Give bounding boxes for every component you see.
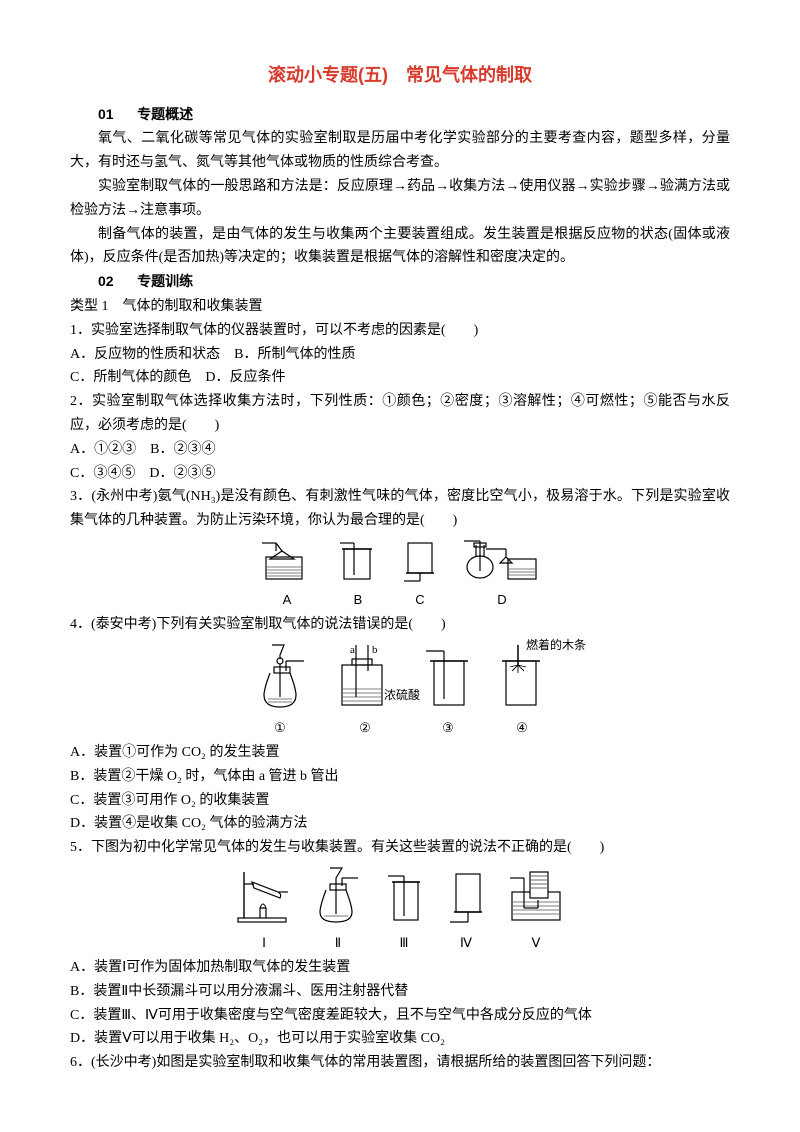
q5-fig-4: Ⅳ bbox=[444, 864, 488, 954]
q3-figure-row: A B C bbox=[70, 537, 730, 611]
q4-label-4: ④ bbox=[516, 717, 528, 739]
q4-opt-a: A．装置①可作为 CO₂ 的发生装置 bbox=[70, 741, 730, 765]
q4-annot-a: a bbox=[350, 644, 355, 656]
q5-opt-d: D．装置Ⅴ可以用于收集 H₂、O₂，也可以用于实验室收集 CO₂ bbox=[70, 1027, 730, 1051]
q5-label-1: Ⅰ bbox=[262, 932, 266, 954]
q3-fig-b: B bbox=[336, 537, 380, 611]
q4-annot-acid: 浓硫酸 bbox=[384, 685, 420, 705]
q2-options-cd: C．③④⑤ D．②③⑤ bbox=[70, 462, 730, 486]
q5-label-2: Ⅱ bbox=[335, 932, 341, 954]
q5-figure-row: Ⅰ Ⅱ Ⅲ bbox=[70, 864, 730, 954]
section-01-num: 01 bbox=[98, 103, 114, 127]
q5-opt-c: C．装置Ⅲ、Ⅳ可用于收集密度与空气密度差距较大，且不与空气中各成分反应的气体 bbox=[70, 1004, 730, 1028]
q1-options-ab: A．反应物的性质和状态 B．所制气体的性质 bbox=[70, 343, 730, 367]
q4-label-2: ② bbox=[359, 717, 371, 739]
q4-fig-1: ① bbox=[250, 641, 310, 739]
q5-fig-1: Ⅰ bbox=[234, 864, 294, 954]
overview-p1: 氧气、二氧化碳等常见气体的实验室制取是历届中考化学实验部分的主要考查内容，题型多… bbox=[70, 127, 730, 175]
q5-fig-2: Ⅱ bbox=[312, 864, 364, 954]
q2-options-ab: A．①②③ B．②③④ bbox=[70, 438, 730, 462]
q6-stem: 6．(长沙中考)如图是实验室制取和收集气体的常用装置图，请根据所给的装置图回答下… bbox=[70, 1051, 730, 1075]
q5-opt-b: B．装置Ⅱ中长颈漏斗可以用分液漏斗、医用注射器代替 bbox=[70, 980, 730, 1004]
q2-stem: 2．实验室制取气体选择收集方法时，下列性质：①颜色；②密度；③溶解性；④可燃性；… bbox=[70, 390, 730, 438]
q3-label-b: B bbox=[354, 589, 363, 611]
q1-stem: 1．实验室选择制取气体的仪器装置时，可以不考虑的因素是( ) bbox=[70, 319, 730, 343]
q5-label-3: Ⅲ bbox=[400, 932, 409, 954]
q3-stem: 3．(永州中考)氨气(NH₃)是没有颜色、有刺激性气味的气体，密度比空气小，极易… bbox=[70, 485, 730, 533]
q5-fig-5: Ⅴ bbox=[506, 864, 566, 954]
q4-opt-c: C．装置③可用作 O₂ 的收集装置 bbox=[70, 789, 730, 813]
section-02-heading: 02 专题训练 bbox=[70, 270, 730, 295]
q4-fig-3: ③ bbox=[420, 641, 476, 739]
q5-stem: 5．下图为初中化学常见气体的发生与收集装置。有关这些装置的说法不正确的是( ) bbox=[70, 836, 730, 860]
q4-fig-4: 燃着的木条 ④ bbox=[494, 641, 550, 739]
q4-annot-b: b bbox=[372, 644, 378, 656]
q4-figure-row: ① a b 浓硫酸 ② bbox=[70, 641, 730, 739]
document-title: 滚动小专题(五) 常见气体的制取 bbox=[70, 60, 730, 91]
q3-fig-d: D bbox=[460, 537, 544, 611]
q1-options-cd: C．所制气体的颜色 D．反应条件 bbox=[70, 366, 730, 390]
q4-label-1: ① bbox=[274, 717, 286, 739]
type1-heading: 类型 1 气体的制取和收集装置 bbox=[70, 295, 730, 319]
overview-p3: 制备气体的装置，是由气体的发生与收集两个主要装置组成。发生装置是根据反应物的状态… bbox=[70, 223, 730, 271]
q4-annot-stick: 燃着的木条 bbox=[526, 635, 586, 655]
q5-opt-a: A．装置Ⅰ可作为固体加热制取气体的发生装置 bbox=[70, 956, 730, 980]
q3-label-c: C bbox=[415, 589, 424, 611]
q4-opt-d: D．装置④是收集 CO₂ 气体的验满方法 bbox=[70, 812, 730, 836]
q3-label-a: A bbox=[283, 589, 292, 611]
q5-fig-3: Ⅲ bbox=[382, 864, 426, 954]
section-02-label: 专题训练 bbox=[137, 270, 193, 294]
q5-label-4: Ⅳ bbox=[460, 932, 472, 954]
q3-fig-c: C bbox=[398, 537, 442, 611]
q4-fig-2: a b 浓硫酸 ② bbox=[328, 641, 402, 739]
q5-label-5: Ⅴ bbox=[532, 932, 541, 954]
section-01-heading: 01 专题概述 bbox=[70, 103, 730, 128]
q4-label-3: ③ bbox=[442, 717, 454, 739]
q3-fig-a: A bbox=[256, 537, 318, 611]
section-02-num: 02 bbox=[98, 270, 114, 294]
q4-opt-b: B．装置②干燥 O₂ 时，气体由 a 管进 b 管出 bbox=[70, 765, 730, 789]
q3-label-d: D bbox=[497, 589, 506, 611]
section-01-label: 专题概述 bbox=[137, 103, 193, 127]
q4-stem: 4．(泰安中考)下列有关实验室制取气体的说法错误的是( ) bbox=[70, 613, 730, 637]
overview-p2: 实验室制取气体的一般思路和方法是：反应原理→药品→收集方法→使用仪器→实验步骤→… bbox=[70, 175, 730, 223]
